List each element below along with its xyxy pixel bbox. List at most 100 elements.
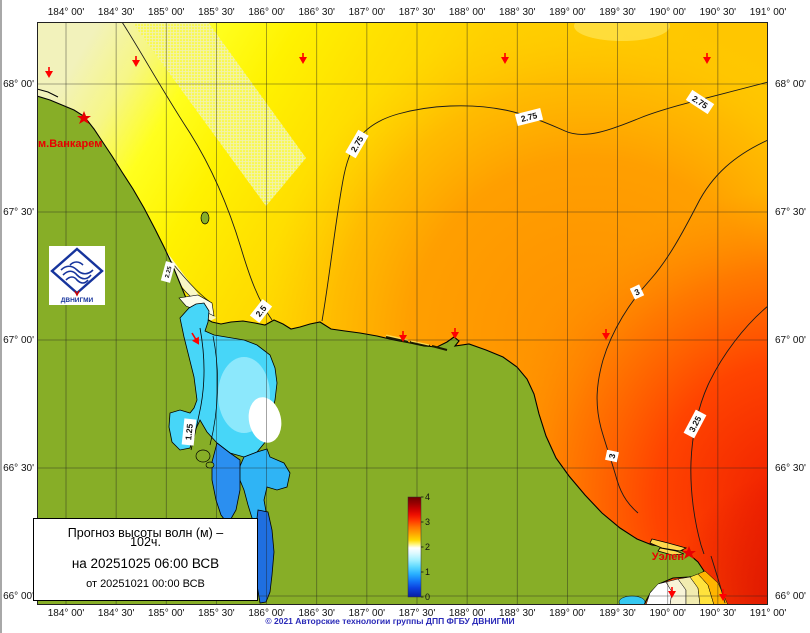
latitude-label: 67° 30': [775, 207, 806, 218]
longitude-label: 188° 30': [499, 7, 536, 18]
contour-label: 2.5: [249, 299, 273, 323]
contour-label: 3: [605, 449, 619, 463]
longitude-label: 187° 30': [399, 608, 436, 619]
colorbar-tick-label: 4: [425, 492, 430, 502]
vankarem-star-icon: [77, 111, 91, 124]
latitude-label: 66° 00': [3, 591, 34, 602]
longitude-label: 185° 30': [198, 608, 235, 619]
longitude-label: 184° 30': [98, 7, 135, 18]
coastal-spit: [37, 88, 59, 98]
nearshore-cyan-patch: [618, 595, 646, 605]
longitude-label: 184° 00': [48, 7, 85, 18]
longitude-labels-top: 184° 00' 184° 30' 185° 00' 185° 30' 186° 00'…: [48, 7, 787, 18]
dvnigmi-logo-icon: ДВНИГМИ: [50, 247, 104, 304]
colorbar-tick-label: 0: [425, 592, 430, 602]
window-edge: [0, 0, 2, 633]
forecast-valid-time: на 20251025 06:00 ВСВ: [71, 556, 220, 571]
contour-label-box: [683, 409, 707, 439]
contour-label: 2.75: [514, 108, 544, 126]
latitude-label: 67° 30': [3, 207, 34, 218]
contour-label-text: 2.25: [165, 265, 174, 278]
contour-label-box: [181, 418, 197, 446]
place-markers: м.Ванкарем Уэлен: [38, 111, 696, 563]
contour-3: [596, 139, 768, 514]
graticule-grid: [37, 22, 768, 605]
longitude-label: 189° 30': [599, 608, 636, 619]
longitude-label: 189° 00': [549, 608, 586, 619]
contour-label: 1.25: [181, 418, 197, 446]
contour-label-box: [160, 261, 176, 283]
longitude-label: 190° 30': [700, 608, 737, 619]
latitude-label: 66° 30': [775, 463, 806, 474]
longitude-label: 186° 00': [248, 7, 285, 18]
place-label-vankarem: м.Ванкарем: [38, 138, 102, 150]
latitude-label: 68° 00': [3, 79, 34, 90]
colorbar-tick-label: 2: [425, 542, 430, 552]
longitude-label: 188° 30': [499, 608, 536, 619]
longitude-label: 189° 30': [599, 7, 636, 18]
latitude-label: 66° 00': [775, 591, 806, 602]
longitude-labels-bottom: 184° 00' 184° 30' 185° 00' 185° 30' 186° 00'…: [48, 608, 787, 619]
longitude-label: 189° 00': [549, 7, 586, 18]
map-plot-area: 4 3 2 1 0: [37, 22, 768, 605]
direction-arrows: [45, 53, 727, 601]
contour-label-text: 3: [607, 452, 618, 459]
contour-label-text: 1.25: [183, 423, 195, 441]
dvnigmi-logo: ДВНИГМИ: [49, 246, 105, 305]
longitude-label: 185° 30': [198, 7, 235, 18]
contour-label: 3: [629, 284, 645, 300]
longitude-label: 186° 30': [298, 608, 335, 619]
contour-label: 2.25: [160, 261, 176, 283]
longitude-label: 185° 00': [148, 608, 185, 619]
longitude-label: 191° 00': [750, 608, 787, 619]
map-border: [37, 22, 768, 605]
place-label-uelen: Уэлен: [652, 551, 684, 563]
longitude-label: 187° 00': [349, 7, 386, 18]
colorbar-tick-label: 3: [425, 517, 430, 527]
colorbar-tick-label: 1: [425, 567, 430, 577]
latitude-labels-left: 68° 00' 67° 30' 67° 00' 66° 30' 66° 00': [3, 79, 34, 602]
uelen-star-icon: [682, 546, 696, 559]
forecast-info-box: Прогноз высоты волн (м) – 102ч. на 20251…: [33, 518, 258, 601]
longitude-label: 184° 30': [98, 608, 135, 619]
dvnigmi-logo-text: ДВНИГМИ: [61, 297, 94, 304]
contour-label-box: [249, 299, 273, 323]
direction-arrow-icon: [191, 332, 200, 345]
small-island: [200, 211, 210, 225]
longitude-label: 190° 00': [649, 7, 686, 18]
contour-label-box: [629, 284, 645, 300]
longitude-label: 186° 30': [298, 7, 335, 18]
longitude-label: 188° 00': [449, 7, 486, 18]
longitude-label: 188° 00': [449, 608, 486, 619]
latitude-labels-right: 68° 00' 67° 30' 67° 00' 66° 30' 66° 00': [775, 79, 806, 602]
contour-label-box: [514, 108, 544, 126]
longitude-label: 191° 00': [750, 7, 787, 18]
contour-label-box: [345, 129, 369, 159]
latitude-label: 68° 00': [775, 79, 806, 90]
longitude-label: 186° 00': [248, 608, 285, 619]
dither-transition-band: [132, 22, 306, 206]
longitude-label: 185° 00': [148, 7, 185, 18]
contour-2.75: [321, 81, 768, 322]
contour-label-text: 3: [633, 286, 642, 297]
latitude-label: 67° 00': [775, 335, 806, 346]
contour-2.5: [121, 22, 273, 321]
contour-label-box: [605, 449, 619, 463]
longitude-label: 190° 00': [649, 608, 686, 619]
copyright-text: © 2021 Авторские технологии группы ДПП Ф…: [265, 616, 515, 626]
contour-label-box: [685, 89, 715, 115]
wave-height-contours: [121, 22, 768, 555]
latitude-label: 66° 30': [3, 463, 34, 474]
colorbar: 4 3 2 1 0: [407, 492, 430, 602]
longitude-label: 184° 00': [48, 608, 85, 619]
longitude-label: 187° 30': [399, 7, 436, 18]
longitude-label: 190° 30': [700, 7, 737, 18]
forecast-title: Прогноз высоты волн (м) –: [67, 526, 224, 540]
contour-label-text: 2.75: [520, 110, 539, 124]
latitude-label: 67° 00': [3, 335, 34, 346]
longitude-label: 187° 00': [349, 608, 386, 619]
forecast-issue-time: от 20251021 00:00 ВСВ: [86, 578, 205, 590]
forecast-lead-hours: 102ч.: [130, 535, 161, 549]
